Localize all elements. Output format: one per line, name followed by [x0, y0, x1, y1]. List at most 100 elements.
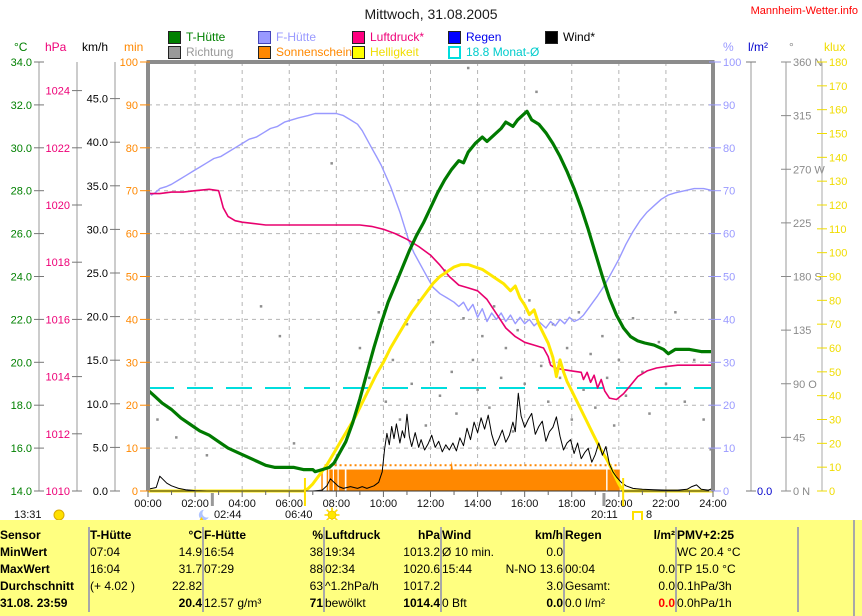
axis-tick-label: 00:00 — [134, 498, 162, 510]
axis-tick-label: 1022 — [46, 143, 70, 155]
sunshine-block — [607, 469, 620, 491]
direction-dot — [702, 418, 705, 421]
axis-tick-label: 70 — [723, 186, 735, 198]
regen-swatch-icon — [448, 30, 461, 44]
table-cell-aktuell-2: 20.4 — [178, 596, 202, 610]
legend-label: Luftdruck* — [370, 30, 425, 44]
axis-tick-label: 40 — [723, 314, 735, 326]
axis-tick-label: 20 — [126, 400, 138, 412]
axis-tick-label: 180 S — [793, 272, 822, 284]
direction-dot — [504, 346, 508, 350]
table-cell-aktuell-10: 0.0 — [658, 596, 675, 610]
axis-tick-label: 28.0 — [11, 186, 32, 198]
axis-tick-label: 0 — [723, 486, 729, 498]
direction-dot — [377, 311, 381, 314]
axis-tick-label: 24:00 — [699, 498, 727, 510]
direction-dot — [612, 424, 616, 427]
direction-dot — [431, 340, 435, 344]
axis-tick-label: 08:00 — [323, 498, 351, 510]
table-separator — [853, 520, 855, 616]
axis-tick-label: 30.0 — [87, 224, 108, 236]
table-cell-minwert-5: 19:34 — [323, 544, 387, 561]
monat-avg-swatch-icon — [448, 45, 461, 59]
axis-tick-label: 04:00 — [228, 498, 256, 510]
table-cell-durchschnitt-9: Gesamt: — [563, 578, 623, 595]
table-cell-minwert-3: 16:54 — [202, 544, 264, 561]
table-cell-maxwert-1: 16:04 — [88, 561, 146, 578]
table-cell-maxwert-3: 07:29 — [202, 561, 264, 578]
legend-label: Wind* — [563, 30, 596, 44]
humidity-curve — [147, 112, 714, 329]
direction-dot — [330, 162, 333, 165]
axis-tick-label: 0 — [829, 486, 835, 498]
table-cell-maxwert-2: 31.7 — [178, 562, 202, 576]
axis-tick-label: 50 — [126, 272, 138, 284]
axis-tick-label: 1012 — [46, 429, 70, 441]
axis-tick-label: 150 — [829, 129, 847, 141]
axis-tick-label: 20:00 — [605, 498, 633, 510]
table-cell-maxwert-12 — [797, 561, 862, 578]
direction-dot — [405, 322, 409, 326]
axis-tick-label: 1010 — [46, 486, 70, 498]
table-cell-durchschnitt-3 — [202, 578, 264, 595]
unit-percent: % — [723, 40, 734, 54]
axis-tick-label: 02:00 — [181, 498, 209, 510]
table-cell-minwert-0: MinWert — [0, 545, 48, 559]
sunshine-block — [338, 469, 345, 491]
direction-dot — [547, 400, 550, 403]
direction-dot — [624, 394, 628, 397]
table-cell-aktuell-11: 0.0hPa/1h — [675, 595, 797, 612]
axis-tick-label: 40 — [126, 314, 138, 326]
direction-dot — [384, 400, 388, 403]
direction-dot — [488, 406, 491, 409]
axis-tick-label: 60 — [829, 343, 841, 355]
direction-dot — [535, 90, 538, 94]
table-cell-header-5: Luftdruck — [323, 527, 387, 544]
table-cell-aktuell-1 — [88, 595, 146, 612]
weather-chart: 14.0 16.0 18.0 20.0 22.0 24.0 26.0 28.0 30.0 32.0… — [11, 57, 848, 510]
direction-dot — [516, 328, 519, 332]
axis-tick-label: 10 — [723, 443, 735, 455]
table-cell-maxwert-9: 00:04 — [563, 561, 623, 578]
direction-dot — [582, 388, 585, 392]
table-cell-minwert-12 — [797, 544, 862, 561]
richtung-swatch-icon — [168, 45, 181, 59]
table-cell-aktuell-7: 0 Bft — [440, 595, 500, 612]
axis-tick-label: 60 — [126, 229, 138, 241]
axis-tick-label: 80 — [723, 143, 735, 155]
direction-dot — [683, 400, 687, 403]
axis-tick-label: 80 — [126, 143, 138, 155]
unit-lm2: l/m² — [748, 40, 768, 54]
axis-tick-label: 170 — [829, 81, 847, 93]
sunshine-block — [321, 469, 323, 491]
axis-tick-label: 45.0 — [87, 94, 108, 106]
legend-sonnenschein: Sonnenschein — [258, 45, 352, 59]
axis-tick-label: 90 — [723, 100, 735, 112]
direction-dot — [259, 305, 263, 308]
axis-tick-label: 14.0 — [11, 486, 32, 498]
table-cell-header-11: PMV+2:25 — [675, 527, 797, 544]
direction-dot — [492, 305, 496, 308]
table-cell-durchschnitt-11: 0.1hPa/3h — [675, 578, 797, 595]
legend-label: Sonnenschein — [276, 45, 353, 59]
table-cell-aktuell-8: 0.0 — [546, 596, 563, 610]
table-cell-minwert-9 — [563, 544, 623, 561]
axis-tick-label: 26.0 — [11, 229, 32, 241]
table-cell-minwert-11: WC 20.4 °C — [675, 544, 797, 561]
axis-tick-label: 0.0 — [93, 486, 108, 498]
axis-tick-label: 100 — [829, 248, 847, 260]
table-cell-maxwert-7: 15:44 — [440, 561, 500, 578]
axis-tick-label: 32.0 — [11, 100, 32, 112]
wind-swatch-icon — [545, 30, 558, 44]
table-cell-header-3: F-Hütte — [202, 527, 264, 544]
axis-tick-label: 40.0 — [87, 137, 108, 149]
table-cell-aktuell-3: 12.57 g/m³ — [202, 595, 264, 612]
direction-dot — [278, 334, 282, 338]
axis-tick-label: 90 O — [793, 379, 817, 391]
watermark-link[interactable]: Mannheim-Wetter.info — [750, 5, 858, 17]
axis-tick-label: 360 N — [793, 57, 822, 69]
table-cell-minwert-7: Ø 10 min. — [440, 544, 500, 561]
table-cell-minwert-6: 1013.2 — [403, 545, 440, 559]
axis-tick-label: 315 — [793, 111, 811, 123]
legend-label: Helligkeit — [370, 45, 419, 59]
